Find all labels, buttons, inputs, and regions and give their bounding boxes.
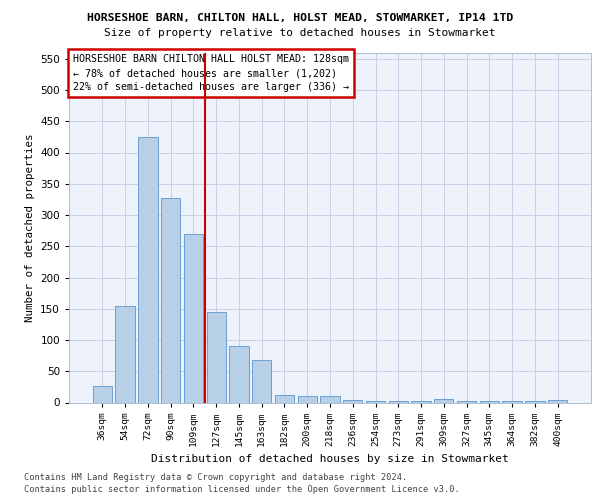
Bar <box>366 400 385 402</box>
Bar <box>298 396 317 402</box>
Bar <box>229 346 248 403</box>
Text: Size of property relative to detached houses in Stowmarket: Size of property relative to detached ho… <box>104 28 496 38</box>
Bar <box>115 306 135 402</box>
Bar <box>138 137 158 402</box>
Bar <box>93 386 112 402</box>
Bar <box>184 234 203 402</box>
Bar <box>343 400 362 402</box>
Text: Contains public sector information licensed under the Open Government Licence v3: Contains public sector information licen… <box>24 485 460 494</box>
Bar <box>275 395 294 402</box>
Bar <box>320 396 340 402</box>
Bar <box>434 400 454 402</box>
Bar <box>412 400 431 402</box>
Bar <box>457 400 476 402</box>
Bar <box>252 360 271 403</box>
Y-axis label: Number of detached properties: Number of detached properties <box>25 133 35 322</box>
Text: HORSESHOE BARN CHILTON HALL HOLST MEAD: 128sqm
← 78% of detached houses are smal: HORSESHOE BARN CHILTON HALL HOLST MEAD: … <box>73 54 349 92</box>
Text: Contains HM Land Registry data © Crown copyright and database right 2024.: Contains HM Land Registry data © Crown c… <box>24 472 407 482</box>
Bar <box>525 400 545 402</box>
Bar <box>479 400 499 402</box>
Bar <box>161 198 181 402</box>
Bar <box>206 312 226 402</box>
X-axis label: Distribution of detached houses by size in Stowmarket: Distribution of detached houses by size … <box>151 454 509 464</box>
Bar <box>389 400 408 402</box>
Bar <box>548 400 567 402</box>
Text: HORSESHOE BARN, CHILTON HALL, HOLST MEAD, STOWMARKET, IP14 1TD: HORSESHOE BARN, CHILTON HALL, HOLST MEAD… <box>87 12 513 22</box>
Bar <box>502 400 522 402</box>
